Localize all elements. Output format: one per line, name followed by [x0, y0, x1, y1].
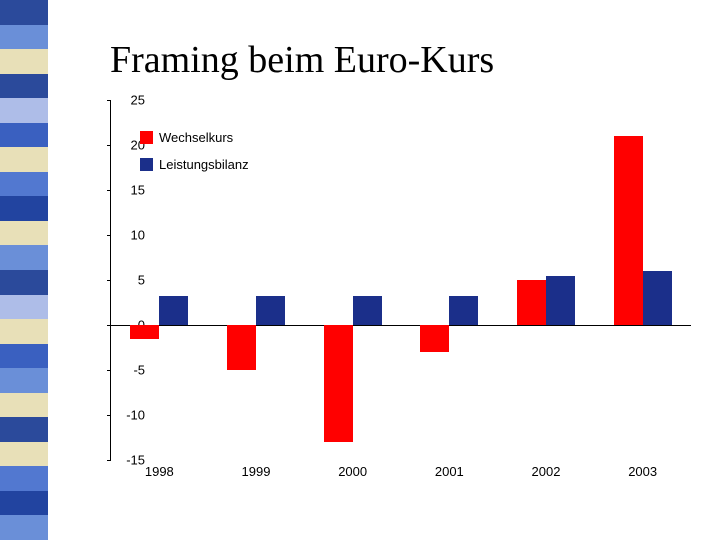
- y-tick: [107, 460, 111, 461]
- legend-label: Wechselkurs: [159, 130, 233, 145]
- y-tick-label: 10: [131, 228, 145, 243]
- legend-item: Leistungsbilanz: [140, 157, 249, 172]
- legend-label: Leistungsbilanz: [159, 157, 249, 172]
- sidebar-stripe: [0, 196, 48, 221]
- y-tick: [107, 145, 111, 146]
- x-tick-label: 1998: [145, 464, 174, 479]
- y-tick-label: -10: [126, 408, 145, 423]
- y-tick: [107, 415, 111, 416]
- legend: Wechselkurs Leistungsbilanz: [140, 130, 249, 184]
- bar: [256, 296, 285, 325]
- sidebar-stripe: [0, 270, 48, 295]
- bar: [227, 325, 256, 370]
- y-tick-label: 25: [131, 93, 145, 108]
- zero-axis: [111, 325, 691, 326]
- y-tick: [107, 235, 111, 236]
- sidebar-stripe: [0, 147, 48, 172]
- slide: Framing beim Euro-Kurs -15-10-5051015202…: [0, 0, 720, 540]
- euro-kurs-chart: -15-10-505101520251998199920002001200220…: [70, 100, 700, 490]
- sidebar-stripe: [0, 417, 48, 442]
- y-tick-label: -5: [133, 363, 145, 378]
- sidebar-stripe: [0, 319, 48, 344]
- sidebar-stripe: [0, 344, 48, 369]
- bar: [546, 276, 575, 326]
- bar: [159, 296, 188, 325]
- page-title: Framing beim Euro-Kurs: [110, 38, 494, 82]
- bar: [517, 280, 546, 325]
- bar: [324, 325, 353, 442]
- sidebar-stripe: [0, 98, 48, 123]
- bar: [449, 296, 478, 325]
- x-tick-label: 2000: [338, 464, 367, 479]
- sidebar-stripe: [0, 368, 48, 393]
- sidebar-stripe: [0, 466, 48, 491]
- bar: [643, 271, 672, 325]
- x-tick-label: 2001: [435, 464, 464, 479]
- sidebar-stripe: [0, 221, 48, 246]
- x-tick-label: 2003: [628, 464, 657, 479]
- bar: [614, 136, 643, 325]
- sidebar-stripe: [0, 172, 48, 197]
- legend-swatch: [140, 131, 153, 144]
- sidebar-stripe: [0, 74, 48, 99]
- decorative-sidebar: [0, 0, 48, 540]
- bar: [420, 325, 449, 352]
- sidebar-stripe: [0, 245, 48, 270]
- x-tick-label: 2002: [532, 464, 561, 479]
- y-tick: [107, 100, 111, 101]
- sidebar-stripe: [0, 295, 48, 320]
- y-tick-label: 5: [138, 273, 145, 288]
- legend-item: Wechselkurs: [140, 130, 249, 145]
- x-tick-label: 1999: [242, 464, 271, 479]
- y-tick-label: 15: [131, 183, 145, 198]
- sidebar-stripe: [0, 0, 48, 25]
- bar: [353, 296, 382, 325]
- y-tick-label: -15: [126, 453, 145, 468]
- y-tick: [107, 370, 111, 371]
- y-tick: [107, 280, 111, 281]
- sidebar-stripe: [0, 393, 48, 418]
- legend-swatch: [140, 158, 153, 171]
- sidebar-stripe: [0, 49, 48, 74]
- sidebar-stripe: [0, 123, 48, 148]
- bar: [130, 325, 159, 339]
- sidebar-stripe: [0, 442, 48, 467]
- sidebar-stripe: [0, 25, 48, 50]
- sidebar-stripe: [0, 515, 48, 540]
- y-tick: [107, 190, 111, 191]
- sidebar-stripe: [0, 491, 48, 516]
